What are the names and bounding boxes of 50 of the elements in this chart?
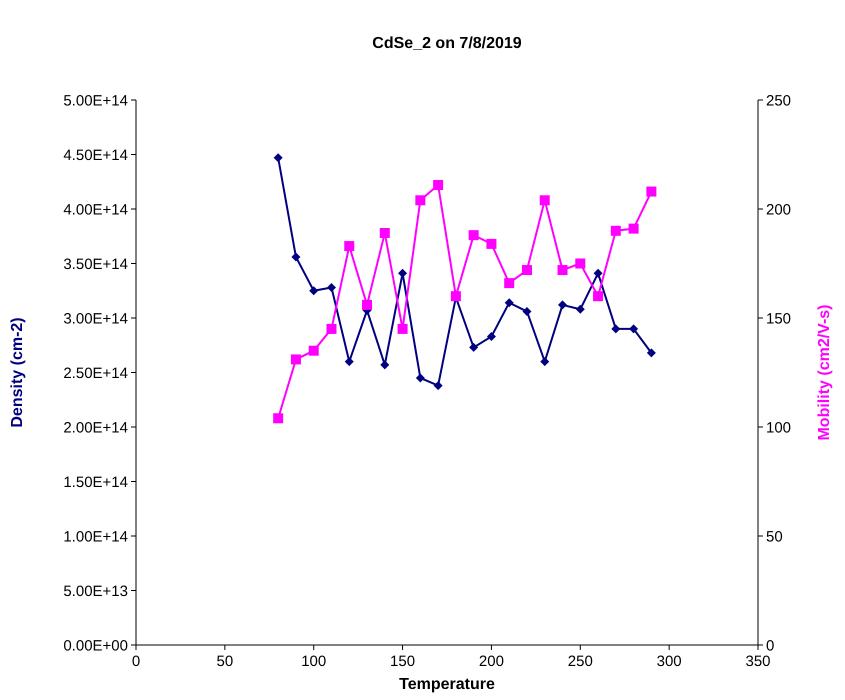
point — [433, 180, 444, 190]
point — [326, 324, 336, 334]
x-tick-label: 250 — [568, 653, 593, 670]
point — [558, 265, 568, 276]
point — [415, 195, 426, 206]
y2-tick-label: 150 — [766, 310, 792, 328]
y-axis-title: Density (cm-2) — [9, 317, 26, 428]
y-tick-label: 4.00E+14 — [63, 201, 128, 218]
y-tick-label: 0.00E+00 — [63, 637, 128, 654]
y2-tick-label: 50 — [766, 528, 783, 546]
y-tick-label: 5.00E+14 — [63, 92, 128, 110]
y-tick-label: 1.00E+14 — [63, 528, 128, 546]
y-tick-label: 4.50E+14 — [63, 146, 128, 164]
point — [273, 413, 284, 424]
point — [468, 230, 479, 240]
y-tick-label: 2.00E+14 — [63, 419, 128, 436]
point — [362, 300, 372, 310]
y2-tick-label: 0 — [766, 637, 774, 654]
x-tick-label: 0 — [132, 653, 140, 670]
x-tick-label: 300 — [656, 653, 682, 670]
point — [486, 238, 496, 249]
x-axis-title: Temperature — [399, 676, 495, 693]
x-tick-label: 100 — [301, 653, 326, 670]
y2-tick-label: 100 — [766, 419, 792, 436]
point — [628, 224, 639, 234]
point — [308, 346, 319, 356]
x-tick-label: 50 — [216, 653, 234, 670]
y-tick-label: 3.00E+14 — [63, 310, 128, 328]
point — [593, 291, 604, 302]
point — [344, 241, 354, 252]
point — [522, 265, 532, 276]
point — [380, 228, 390, 238]
point — [398, 324, 408, 334]
x-tick-label: 350 — [745, 653, 771, 670]
y-tick-label: 1.50E+14 — [63, 474, 128, 491]
point — [540, 195, 550, 206]
y2-axis-title: Mobility (cm2/V-s) — [816, 304, 833, 441]
y2-tick-label: 200 — [766, 201, 792, 218]
y2-tick-label: 250 — [766, 92, 792, 110]
y-tick-label: 2.50E+14 — [63, 364, 128, 382]
point — [504, 278, 514, 288]
y-tick-label: 5.00E+13 — [63, 582, 128, 600]
point — [610, 226, 621, 236]
y-tick-label: 3.50E+14 — [63, 256, 128, 273]
point — [575, 258, 586, 268]
point — [646, 186, 656, 197]
point — [290, 354, 301, 364]
chart-title: CdSe_2 on 7/8/2019 — [372, 35, 522, 52]
x-tick-label: 200 — [478, 653, 504, 670]
x-tick-label: 150 — [390, 653, 416, 670]
